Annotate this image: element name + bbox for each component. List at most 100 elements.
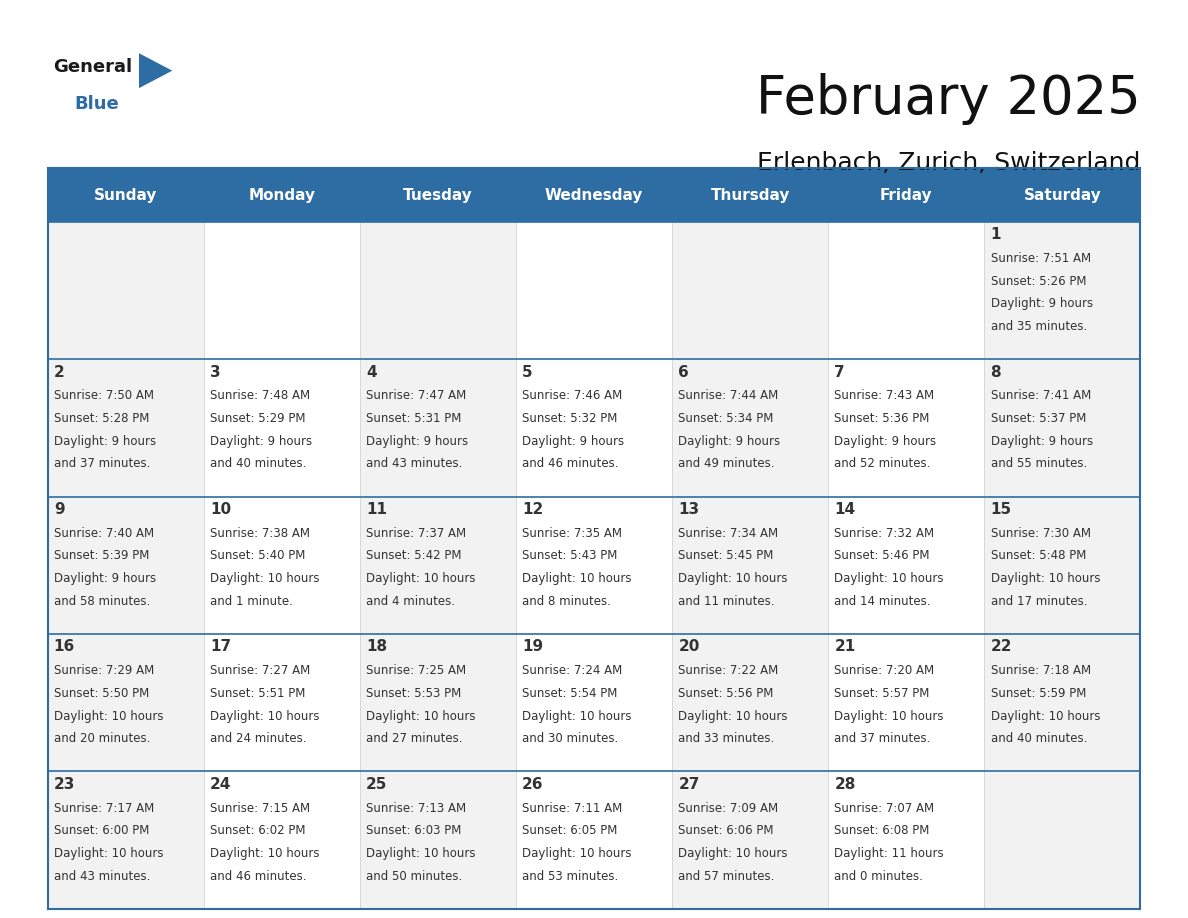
Text: Thursday: Thursday [710, 187, 790, 203]
Text: Sunrise: 7:51 AM: Sunrise: 7:51 AM [991, 252, 1091, 265]
Text: 8: 8 [991, 364, 1001, 380]
Text: Daylight: 10 hours: Daylight: 10 hours [678, 710, 788, 722]
Text: Sunrise: 7:35 AM: Sunrise: 7:35 AM [523, 527, 623, 540]
Bar [516, 221, 672, 359]
Bar [203, 221, 360, 359]
Text: Daylight: 10 hours: Daylight: 10 hours [210, 847, 320, 860]
Text: and 30 minutes.: and 30 minutes. [523, 733, 619, 745]
Text: Daylight: 9 hours: Daylight: 9 hours [991, 435, 1093, 448]
Text: Sunset: 5:36 PM: Sunset: 5:36 PM [834, 412, 930, 425]
Text: Daylight: 10 hours: Daylight: 10 hours [834, 710, 944, 722]
Text: Sunset: 6:03 PM: Sunset: 6:03 PM [366, 824, 461, 837]
Text: Daylight: 10 hours: Daylight: 10 hours [366, 710, 475, 722]
Text: Daylight: 9 hours: Daylight: 9 hours [523, 435, 625, 448]
Text: Sunrise: 7:37 AM: Sunrise: 7:37 AM [366, 527, 466, 540]
Text: and 46 minutes.: and 46 minutes. [523, 457, 619, 470]
Polygon shape [139, 53, 172, 88]
Text: 28: 28 [834, 777, 855, 792]
Text: 15: 15 [991, 502, 1012, 517]
Bar [985, 771, 1140, 909]
Bar [828, 771, 985, 909]
Text: Sunrise: 7:50 AM: Sunrise: 7:50 AM [53, 389, 153, 402]
Text: Sunset: 6:05 PM: Sunset: 6:05 PM [523, 824, 618, 837]
Bar [672, 497, 828, 634]
Bar [672, 359, 828, 497]
Bar [985, 359, 1140, 497]
Text: Sunset: 5:50 PM: Sunset: 5:50 PM [53, 687, 148, 700]
Text: 11: 11 [366, 502, 387, 517]
Bar [48, 168, 1140, 221]
Text: and 43 minutes.: and 43 minutes. [53, 869, 150, 882]
Text: 6: 6 [678, 364, 689, 380]
Text: Blue: Blue [75, 95, 120, 113]
Text: Sunrise: 7:41 AM: Sunrise: 7:41 AM [991, 389, 1091, 402]
Text: Daylight: 9 hours: Daylight: 9 hours [53, 572, 156, 585]
Text: Sunrise: 7:44 AM: Sunrise: 7:44 AM [678, 389, 778, 402]
Text: 9: 9 [53, 502, 64, 517]
Text: Sunrise: 7:40 AM: Sunrise: 7:40 AM [53, 527, 154, 540]
Text: Sunset: 6:02 PM: Sunset: 6:02 PM [210, 824, 305, 837]
Text: Sunrise: 7:09 AM: Sunrise: 7:09 AM [678, 801, 778, 814]
Text: 7: 7 [834, 364, 845, 380]
Text: and 50 minutes.: and 50 minutes. [366, 869, 462, 882]
Text: Sunrise: 7:47 AM: Sunrise: 7:47 AM [366, 389, 466, 402]
Text: Daylight: 11 hours: Daylight: 11 hours [834, 847, 944, 860]
Text: Daylight: 10 hours: Daylight: 10 hours [523, 572, 632, 585]
Bar [828, 359, 985, 497]
Text: and 33 minutes.: and 33 minutes. [678, 733, 775, 745]
Text: 22: 22 [991, 640, 1012, 655]
Text: 26: 26 [523, 777, 544, 792]
Text: Sunset: 5:31 PM: Sunset: 5:31 PM [366, 412, 461, 425]
Text: and 4 minutes.: and 4 minutes. [366, 595, 455, 608]
Text: and 24 minutes.: and 24 minutes. [210, 733, 307, 745]
Text: and 1 minute.: and 1 minute. [210, 595, 292, 608]
Bar [516, 771, 672, 909]
Text: Sunset: 5:26 PM: Sunset: 5:26 PM [991, 274, 1086, 287]
Text: Sunset: 6:00 PM: Sunset: 6:00 PM [53, 824, 150, 837]
Text: and 14 minutes.: and 14 minutes. [834, 595, 931, 608]
Text: Sunrise: 7:30 AM: Sunrise: 7:30 AM [991, 527, 1091, 540]
Text: Sunset: 5:37 PM: Sunset: 5:37 PM [991, 412, 1086, 425]
Text: Sunset: 5:48 PM: Sunset: 5:48 PM [991, 550, 1086, 563]
Text: Daylight: 10 hours: Daylight: 10 hours [523, 710, 632, 722]
Text: and 40 minutes.: and 40 minutes. [210, 457, 307, 470]
Text: and 35 minutes.: and 35 minutes. [991, 320, 1087, 333]
Bar [203, 634, 360, 771]
Text: 24: 24 [210, 777, 232, 792]
Text: Daylight: 10 hours: Daylight: 10 hours [678, 847, 788, 860]
Text: and 49 minutes.: and 49 minutes. [678, 457, 775, 470]
Text: Sunrise: 7:15 AM: Sunrise: 7:15 AM [210, 801, 310, 814]
Text: Daylight: 10 hours: Daylight: 10 hours [210, 710, 320, 722]
Bar [828, 634, 985, 771]
Text: Daylight: 9 hours: Daylight: 9 hours [53, 435, 156, 448]
Bar [48, 771, 203, 909]
Text: 25: 25 [366, 777, 387, 792]
Text: Sunset: 5:40 PM: Sunset: 5:40 PM [210, 550, 305, 563]
Bar [828, 497, 985, 634]
Text: and 0 minutes.: and 0 minutes. [834, 869, 923, 882]
Bar [360, 771, 516, 909]
Bar [203, 359, 360, 497]
Text: Sunset: 5:45 PM: Sunset: 5:45 PM [678, 550, 773, 563]
Text: Sunset: 5:56 PM: Sunset: 5:56 PM [678, 687, 773, 700]
Text: 21: 21 [834, 640, 855, 655]
Text: 1: 1 [991, 227, 1001, 242]
Text: Wednesday: Wednesday [545, 187, 643, 203]
Bar [828, 221, 985, 359]
Text: Erlenbach, Zurich, Switzerland: Erlenbach, Zurich, Switzerland [757, 151, 1140, 175]
Bar [672, 771, 828, 909]
Bar [360, 497, 516, 634]
Text: and 53 minutes.: and 53 minutes. [523, 869, 619, 882]
Text: and 20 minutes.: and 20 minutes. [53, 733, 150, 745]
Bar [985, 221, 1140, 359]
Text: and 58 minutes.: and 58 minutes. [53, 595, 150, 608]
Text: Daylight: 9 hours: Daylight: 9 hours [991, 297, 1093, 310]
Text: 18: 18 [366, 640, 387, 655]
Text: Sunset: 5:57 PM: Sunset: 5:57 PM [834, 687, 930, 700]
Bar [48, 221, 203, 359]
Text: 20: 20 [678, 640, 700, 655]
Text: 27: 27 [678, 777, 700, 792]
Bar [985, 497, 1140, 634]
Text: Daylight: 10 hours: Daylight: 10 hours [366, 847, 475, 860]
Text: and 40 minutes.: and 40 minutes. [991, 733, 1087, 745]
